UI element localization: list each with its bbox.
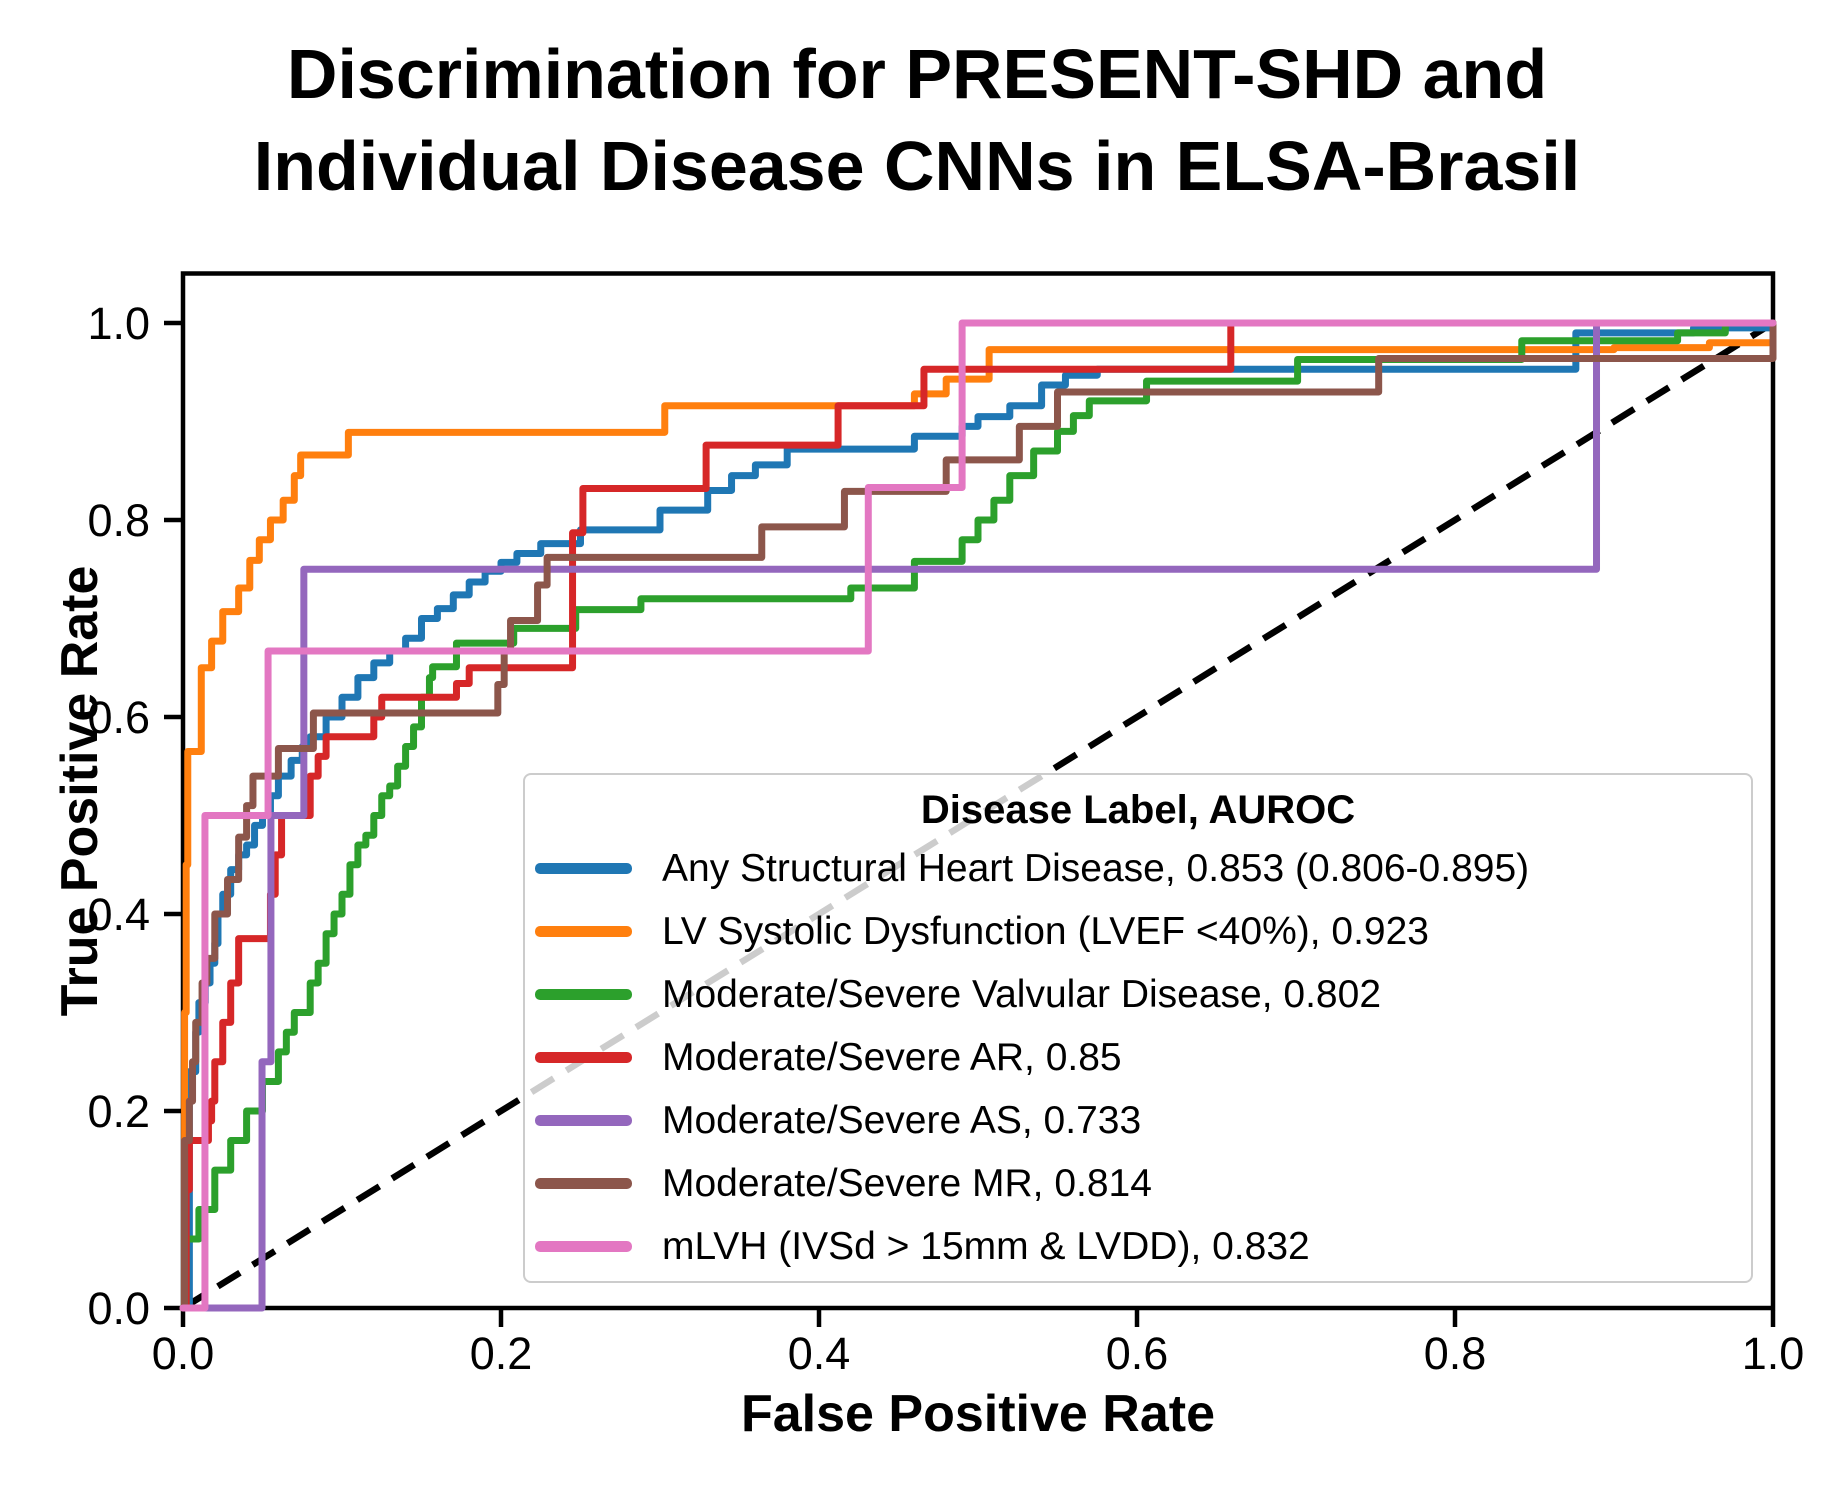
plot-frame [180, 271, 1776, 1311]
legend-label: Moderate/Severe MR, 0.814 [662, 1161, 1152, 1205]
y-tick-label: 0.8 [87, 495, 150, 546]
x-axis-label: False Positive Rate [741, 1385, 1215, 1443]
legend-swatch-icon [535, 863, 632, 874]
legend-swatch-icon [535, 989, 632, 1000]
legend-item-4: Moderate/Severe AS, 0.733 [525, 1089, 1751, 1152]
legend-items: Any Structural Heart Disease, 0.853 (0.8… [525, 837, 1751, 1278]
legend-item-5: Moderate/Severe MR, 0.814 [525, 1152, 1751, 1215]
roc-curve-5 [179, 319, 1777, 1312]
legend-swatch-icon [535, 926, 632, 937]
y-axis-label: True Positive Rate [51, 565, 109, 1017]
legend-swatch-icon [535, 1241, 632, 1252]
legend-label: mLVH (IVSd > 15mm & LVDD), 0.832 [662, 1224, 1310, 1268]
legend-swatch-icon [535, 1115, 632, 1126]
roc-curve-6 [179, 319, 1777, 1312]
legend-box: Disease Label, AUROC Any Structural Hear… [523, 773, 1753, 1283]
x-tick-label: 0.0 [152, 1328, 215, 1379]
legend-label: Moderate/Severe AR, 0.85 [662, 1035, 1122, 1079]
roc-curve-1 [179, 319, 1777, 1312]
legend-item-2: Moderate/Severe Valvular Disease, 0.802 [525, 963, 1751, 1026]
x-tick-label: 0.6 [1106, 1328, 1169, 1379]
legend-item-0: Any Structural Heart Disease, 0.853 (0.8… [525, 837, 1751, 900]
x-tick-label: 1.0 [1742, 1328, 1805, 1379]
roc-curve-2 [179, 319, 1777, 1312]
roc-curve-4 [179, 319, 1777, 1312]
legend-label: Moderate/Severe Valvular Disease, 0.802 [662, 972, 1382, 1016]
y-tick-label: 0.2 [87, 1086, 150, 1137]
legend-item-6: mLVH (IVSd > 15mm & LVDD), 0.832 [525, 1215, 1751, 1278]
plot-title-line2: Individual Disease CNNs in ELSA-Brasil [253, 127, 1581, 205]
legend-label: Any Structural Heart Disease, 0.853 (0.8… [662, 846, 1530, 890]
legend-item-3: Moderate/Severe AR, 0.85 [525, 1026, 1751, 1089]
y-tick-label: 1.0 [87, 298, 150, 349]
legend-label: Moderate/Severe AS, 0.733 [662, 1098, 1142, 1142]
x-tick-label: 0.4 [788, 1328, 851, 1379]
legend-label: LV Systolic Dysfunction (LVEF <40%), 0.9… [662, 909, 1429, 953]
plot-title: Discrimination for PRESENT-SHD and Indiv… [0, 28, 1834, 212]
x-tick-label: 0.8 [1424, 1328, 1487, 1379]
chance-diagonal-line [181, 320, 1775, 1311]
plot-title-line1: Discrimination for PRESENT-SHD and [286, 35, 1548, 113]
y-tick-label: 0.0 [87, 1283, 150, 1334]
legend-title: Disease Label, AUROC [920, 788, 1356, 832]
roc-curve-3 [179, 319, 1777, 1312]
x-tick-label: 0.2 [470, 1328, 533, 1379]
legend-swatch-icon [535, 1052, 632, 1063]
legend-swatch-icon [535, 1178, 632, 1189]
y-tick-label: 0.6 [87, 692, 150, 743]
y-tick-label: 0.4 [87, 889, 150, 940]
legend-item-1: LV Systolic Dysfunction (LVEF <40%), 0.9… [525, 900, 1751, 963]
